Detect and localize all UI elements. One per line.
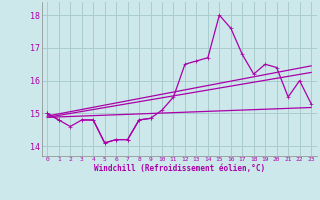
X-axis label: Windchill (Refroidissement éolien,°C): Windchill (Refroidissement éolien,°C) — [94, 164, 265, 173]
